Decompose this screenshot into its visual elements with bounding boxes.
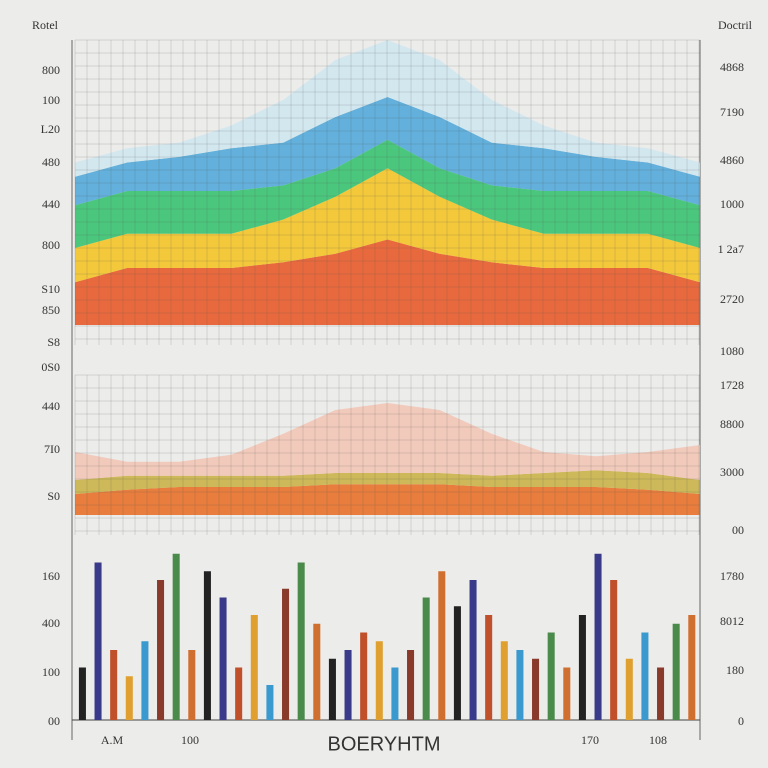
bar	[563, 667, 571, 720]
y2-tick-label: 00	[732, 523, 744, 537]
y-tick-label: 7I0	[44, 442, 60, 456]
y-tick-label: 440	[42, 197, 60, 211]
y2-tick-label: 7190	[720, 105, 744, 119]
y-tick-label: 0S0	[41, 360, 60, 374]
x-tick-label: 108	[649, 733, 667, 747]
x-tick-label: A.M	[101, 733, 124, 747]
y-tick-label: 100	[42, 665, 60, 679]
y2-tick-label: 0	[738, 714, 744, 728]
bar	[594, 553, 602, 720]
bar	[94, 562, 102, 720]
bar	[360, 632, 368, 720]
y-tick-label: L20	[41, 122, 60, 136]
corner-label: Rotel	[32, 18, 59, 32]
area	[75, 239, 700, 325]
y2-tick-label: 1780	[720, 569, 744, 583]
bar	[172, 553, 180, 720]
bar	[235, 667, 243, 720]
bar	[407, 650, 415, 720]
y-tick-label: 00	[48, 714, 60, 728]
bar	[313, 623, 321, 720]
bar	[438, 571, 446, 720]
y-tick-label: 850	[42, 303, 60, 317]
bar	[532, 658, 540, 720]
x-tick-label: 100	[181, 733, 199, 747]
bar	[188, 650, 196, 720]
y2-tick-label: 4860	[720, 153, 744, 167]
bar	[578, 615, 586, 720]
y-tick-label: 800	[42, 238, 60, 252]
bar	[125, 676, 133, 720]
bar	[203, 571, 211, 720]
bar	[485, 615, 493, 720]
bar	[657, 667, 665, 720]
y-tick-label: S0	[47, 489, 60, 503]
y2-tick-label: 2720	[720, 292, 744, 306]
bar	[297, 562, 305, 720]
bar	[688, 615, 696, 720]
y-tick-label: 480	[42, 155, 60, 169]
y2-tick-label: 1080	[720, 344, 744, 358]
bar	[641, 632, 649, 720]
bar	[610, 580, 618, 720]
bar	[328, 658, 336, 720]
bar	[422, 597, 430, 720]
bar	[500, 641, 508, 720]
bar	[250, 615, 258, 720]
bar	[391, 667, 399, 720]
bar	[453, 606, 461, 720]
bar	[375, 641, 383, 720]
area	[75, 97, 700, 206]
area	[75, 40, 700, 177]
bar	[547, 632, 555, 720]
corner-label: Doctril	[718, 18, 753, 32]
y-tick-label: 100	[42, 93, 60, 107]
area	[75, 168, 700, 283]
y2-tick-label: 180	[726, 663, 744, 677]
y2-tick-label: 3000	[720, 465, 744, 479]
area	[75, 470, 700, 494]
bar	[219, 597, 227, 720]
area	[75, 403, 700, 480]
y-tick-label: 160	[42, 569, 60, 583]
bar	[469, 580, 477, 720]
bar	[516, 650, 524, 720]
bar	[672, 623, 680, 720]
bar	[141, 641, 149, 720]
y2-tick-label: 8012	[720, 614, 744, 628]
area	[75, 139, 700, 249]
y-tick-label: 400	[42, 616, 60, 630]
bar	[282, 588, 290, 720]
bar	[344, 650, 352, 720]
y2-tick-label: 1000	[720, 197, 744, 211]
bar	[157, 580, 165, 720]
y-tick-label: 440	[42, 399, 60, 413]
y-tick-label: S10	[41, 282, 60, 296]
y2-tick-label: 8800	[720, 417, 744, 431]
y-tick-label: 800	[42, 63, 60, 77]
bar	[625, 658, 633, 720]
y2-tick-label: 1728	[720, 378, 744, 392]
bar	[266, 685, 274, 720]
x-tick-label: 170	[581, 733, 599, 747]
y2-tick-label: 1 2a7	[718, 242, 744, 256]
area	[75, 484, 700, 515]
x-axis-title: BOERYHTM	[328, 733, 441, 755]
y-tick-label: S8	[47, 335, 60, 349]
bar	[78, 667, 86, 720]
y2-tick-label: 4868	[720, 60, 744, 74]
bar	[110, 650, 118, 720]
